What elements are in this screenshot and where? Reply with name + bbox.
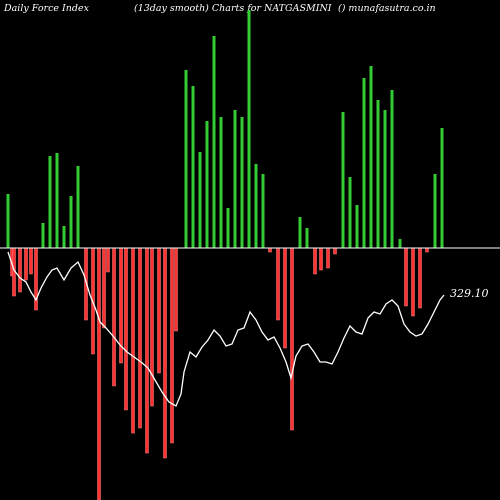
force-index-bar-positive (341, 112, 345, 248)
force-index-bar-positive (41, 223, 45, 248)
force-index-bar-negative (106, 247, 110, 273)
chart-title: Daily Force Index (4, 3, 89, 14)
force-index-bar-positive (48, 156, 52, 248)
force-index-bar-negative (326, 247, 330, 269)
force-index-bar-positive (76, 166, 80, 248)
force-index-bar-negative (163, 247, 167, 459)
force-index-bar-positive (69, 196, 73, 248)
force-index-bar-negative (313, 247, 317, 275)
force-index-bar-positive (433, 174, 437, 248)
force-index-bar-negative (170, 247, 174, 444)
force-index-bar-positive (233, 110, 237, 248)
force-index-bar-negative (276, 247, 280, 321)
force-index-bar-positive (383, 110, 387, 248)
force-index-bar-positive (191, 86, 195, 248)
force-index-bar-positive (212, 36, 216, 248)
source-label: () munafasutra.co.in (338, 3, 436, 14)
bar-series (6, 10, 444, 500)
force-index-bar-negative (97, 247, 101, 500)
force-index-bar-positive (376, 100, 380, 248)
force-index-bar-negative (124, 247, 128, 411)
force-index-bar-positive (247, 10, 251, 248)
force-index-bar-negative (425, 247, 429, 253)
force-index-bar-negative (268, 247, 272, 253)
force-index-bar-positive (305, 228, 309, 248)
price-line (7, 251, 445, 407)
force-index-bar-negative (18, 247, 22, 293)
force-index-bar-positive (355, 205, 359, 248)
force-index-bar-negative (333, 247, 337, 255)
force-index-bar-positive (205, 121, 209, 248)
force-index-bar-negative (404, 247, 408, 307)
force-index-bar-positive (362, 78, 366, 248)
force-index-bar-negative (290, 247, 294, 431)
force-index-bar-positive (398, 239, 402, 248)
force-index-bar-negative (319, 247, 323, 271)
force-index-bar-positive (219, 117, 223, 248)
force-index-bar-negative (157, 247, 161, 374)
force-index-bar-positive (298, 217, 302, 248)
force-index-bar-positive (369, 66, 373, 248)
force-index-bar-negative (418, 247, 422, 309)
force-index-bar-positive (6, 194, 10, 248)
force-index-bar-negative (150, 247, 154, 407)
force-index-bar-positive (184, 70, 188, 248)
force-index-bar-negative (24, 247, 28, 281)
force-index-bar-positive (55, 153, 59, 248)
force-index-bar-positive (440, 128, 444, 248)
last-value-label: 329.10 (450, 287, 489, 300)
force-index-bar-negative (283, 247, 287, 349)
force-index-bar-negative (174, 247, 178, 332)
force-index-bar-positive (198, 152, 202, 248)
chart-subtitle: (13day smooth) Charts for NATGASMINI (134, 3, 332, 14)
force-index-bar-negative (138, 247, 142, 429)
force-index-bar-negative (411, 247, 415, 317)
force-index-bar-negative (102, 247, 106, 329)
force-index-bar-positive (254, 164, 258, 248)
force-index-bar-negative (131, 247, 135, 434)
force-index-bar-positive (226, 208, 230, 248)
force-index-bar-positive (261, 174, 265, 248)
force-index-bar-negative (145, 247, 149, 454)
force-index-bar-negative (29, 247, 33, 275)
force-index-bar-positive (62, 226, 66, 248)
force-index-bar-negative (112, 247, 116, 387)
force-index-bar-positive (240, 117, 244, 248)
force-index-bar-positive (348, 177, 352, 248)
force-index-bar-positive (390, 90, 394, 248)
